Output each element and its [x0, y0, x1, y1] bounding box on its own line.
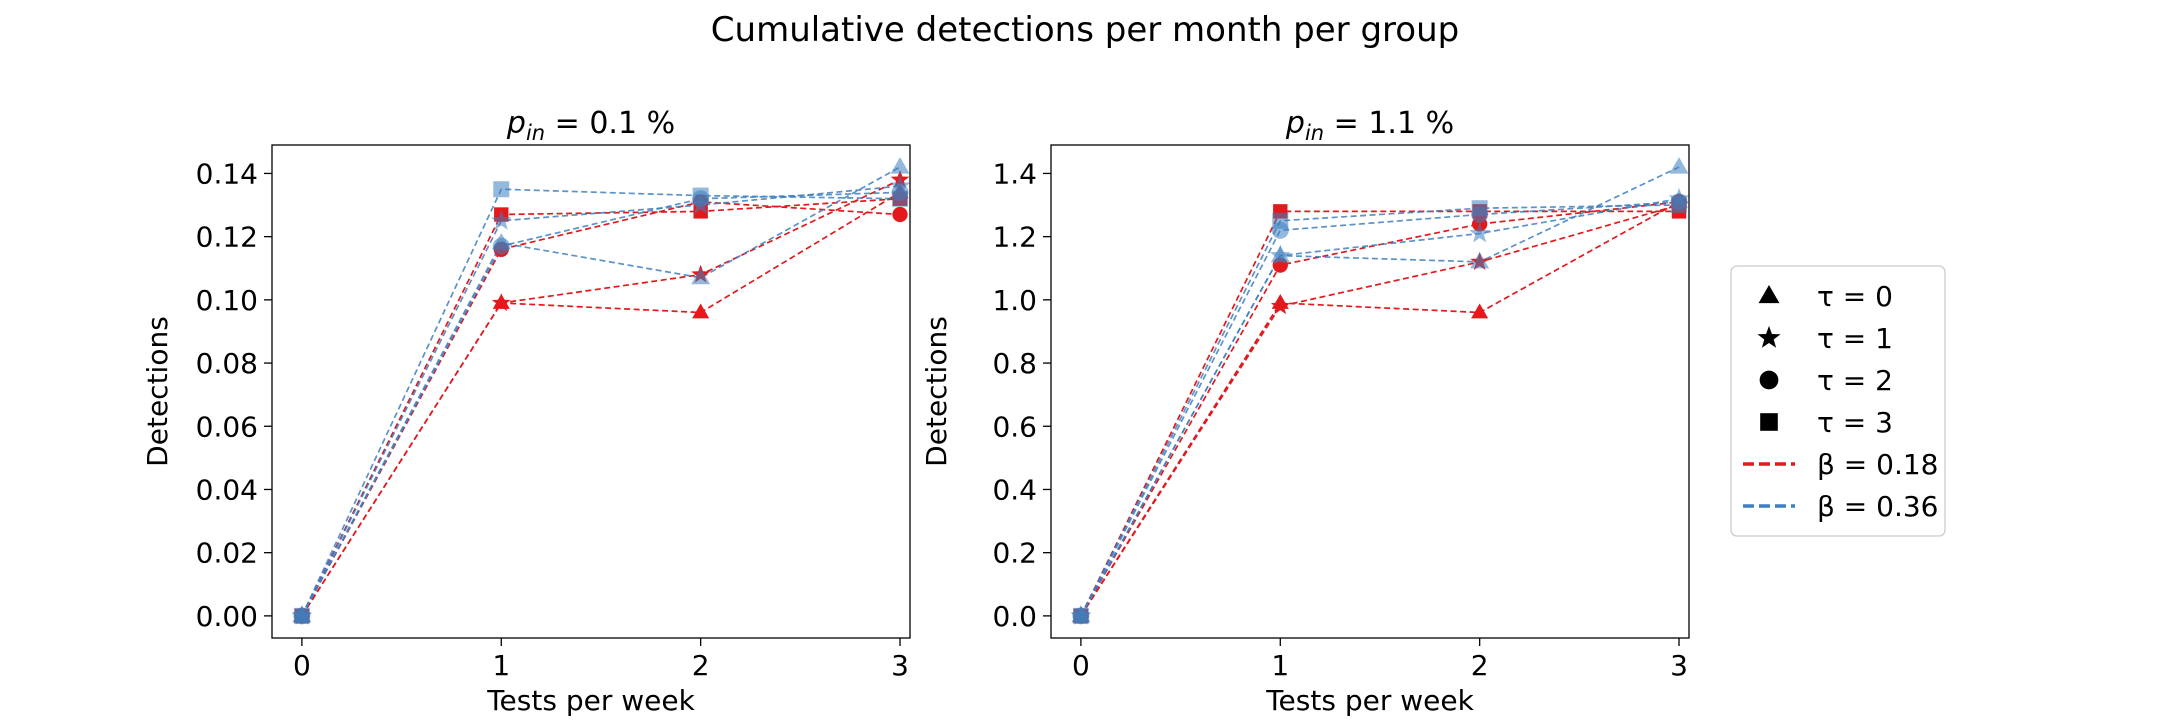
- y-tick-label: 0.0: [992, 600, 1037, 633]
- legend-marker-circle-icon: [1759, 370, 1779, 390]
- series-line-beta-0.18-tau-2: [1080, 201, 1680, 617]
- data-point-beta-0.36-tau-1: [1469, 222, 1491, 243]
- chart-panel-2: pin = 1.1 % 0.0 0.2 0.4 0.6 0.8 1.0 1.2 1.4 0 1 2 3 T…: [920, 106, 1690, 717]
- series-line-beta-0.18-tau-3: [301, 197, 901, 617]
- axes-frame: [1050, 144, 1690, 639]
- data-point-beta-0.36-tau-3: [293, 607, 310, 624]
- series-line-beta-0.18-tau-3: [1080, 210, 1679, 617]
- plot-area: [291, 157, 911, 625]
- data-point-beta-0.36-tau-1: [1269, 244, 1291, 265]
- x-tick-label: 0: [293, 649, 311, 682]
- series-line-beta-0.36-tau-1: [301, 185, 901, 617]
- panel-title: pin = 1.1 %: [1285, 106, 1454, 145]
- legend-label: τ = 0: [1817, 280, 1893, 313]
- series-line-beta-0.36-tau-3: [1080, 204, 1680, 617]
- series-line-beta-0.18-tau-1: [1080, 204, 1680, 617]
- data-point-beta-0.36-tau-3: [1671, 197, 1688, 214]
- y-tick-label: 0.06: [196, 410, 258, 443]
- panel-title: pin = 0.1 %: [506, 106, 675, 145]
- y-tick-label: 1.4: [992, 157, 1037, 190]
- y-tick-label: 0.2: [992, 537, 1037, 570]
- data-point-beta-0.18-tau-1: [1270, 296, 1290, 315]
- y-tick-label: 0.02: [196, 537, 258, 570]
- legend-marker-square-icon: [1760, 413, 1778, 431]
- legend-label: τ = 2: [1817, 364, 1893, 397]
- y-tick-label: 0.6: [992, 410, 1037, 443]
- series-line-beta-0.18-tau-0: [301, 191, 901, 617]
- data-point-beta-0.36-tau-3: [493, 181, 510, 198]
- data-point-beta-0.36-tau-2: [492, 237, 510, 255]
- data-point-beta-0.36-tau-3: [892, 190, 909, 207]
- data-point-beta-0.36-tau-0: [890, 157, 910, 174]
- series-line-beta-0.36-tau-3: [301, 188, 901, 617]
- data-point-beta-0.18-tau-1: [491, 293, 511, 312]
- x-tick-label: 0: [1072, 649, 1090, 682]
- y-axis-label: Detections: [920, 316, 953, 467]
- axes-frame: [271, 144, 911, 639]
- y-tick-label: 0.04: [196, 473, 258, 506]
- legend-marker-triangle-icon: [1758, 285, 1780, 304]
- data-point-beta-0.36-tau-3: [692, 187, 709, 204]
- y-tick-label: 0.12: [196, 221, 258, 254]
- data-point-beta-0.18-tau-2: [892, 206, 908, 223]
- y-tick-label: 0.08: [196, 347, 258, 380]
- x-tick-label: 2: [1471, 649, 1489, 682]
- legend-label: τ = 3: [1817, 406, 1893, 439]
- legend-box: [1730, 265, 1946, 537]
- data-point-beta-0.36-tau-3: [1072, 607, 1089, 624]
- x-tick-label: 1: [1271, 649, 1289, 682]
- series-line-beta-0.36-tau-2: [1080, 201, 1680, 617]
- series-line-beta-0.36-tau-0: [1080, 166, 1680, 617]
- figure-title: Cumulative detections per month per grou…: [711, 10, 1459, 50]
- series-line-beta-0.36-tau-1: [1080, 197, 1680, 617]
- data-point-beta-0.36-tau-0: [1470, 251, 1490, 269]
- data-point-beta-0.18-tau-0: [692, 303, 710, 319]
- y-tick-label: 0.10: [196, 284, 258, 317]
- y-tick-label: 0.8: [992, 347, 1037, 380]
- series-line-beta-0.18-tau-1: [301, 179, 901, 617]
- data-point-beta-0.18-tau-0: [1471, 303, 1489, 319]
- legend: τ = 0 τ = 1 τ = 2 τ = 3 β = 0.18 β = 0.36: [1730, 265, 1946, 537]
- data-point-beta-0.36-tau-0: [691, 267, 711, 285]
- data-point-beta-0.36-tau-0: [1669, 157, 1689, 174]
- legend-marker-star-icon: [1757, 325, 1781, 348]
- series-line-beta-0.18-tau-0: [1080, 201, 1680, 617]
- y-tick-label: 1.0: [992, 284, 1037, 317]
- y-tick-label: 0.14: [196, 157, 258, 190]
- series-line-beta-0.18-tau-2: [301, 201, 901, 617]
- x-tick-label: 2: [692, 649, 710, 682]
- legend-label: τ = 1: [1817, 322, 1893, 355]
- legend-label: β = 0.36: [1817, 490, 1938, 523]
- data-point-beta-0.36-tau-1: [490, 209, 512, 230]
- x-axis-label: Tests per week: [486, 684, 695, 717]
- legend-label: β = 0.18: [1817, 448, 1938, 481]
- chart-panel-1: pin = 0.1 % 0.00 0.02 0.04 0.06 0.08 0.10 0.12 0…: [141, 106, 911, 717]
- x-tick-label: 3: [891, 649, 909, 682]
- data-point-beta-0.36-tau-3: [1471, 200, 1488, 217]
- y-tick-label: 0.4: [992, 473, 1037, 506]
- x-tick-label: 3: [1670, 649, 1688, 682]
- series-line-beta-0.36-tau-2: [301, 191, 901, 617]
- plot-area: [1070, 157, 1690, 625]
- y-axis-label: Detections: [141, 316, 174, 467]
- x-axis-label: Tests per week: [1265, 684, 1474, 717]
- y-tick-label: 0.00: [196, 600, 258, 633]
- x-tick-label: 1: [492, 649, 510, 682]
- series-line-beta-0.36-tau-0: [301, 166, 901, 617]
- data-point-beta-0.36-tau-3: [1272, 212, 1289, 229]
- y-tick-label: 1.2: [992, 221, 1037, 254]
